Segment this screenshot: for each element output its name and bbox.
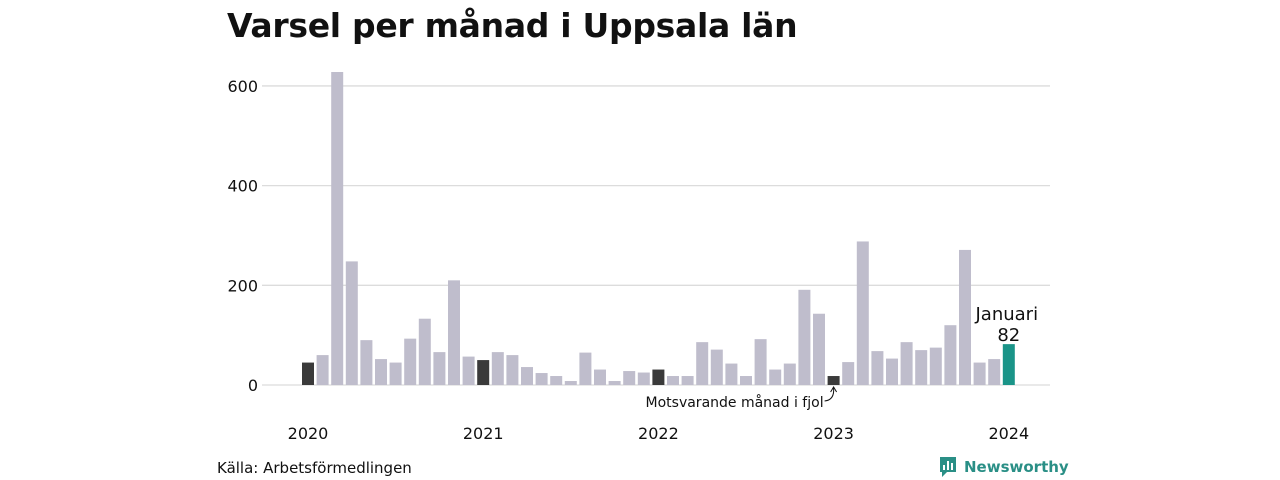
bar-2020-07	[389, 362, 402, 385]
bar-2021-11	[623, 371, 636, 385]
bar-2020-08	[404, 338, 417, 385]
source-note: Källa: Arbetsförmedlingen	[217, 459, 412, 477]
bars	[302, 71, 1015, 385]
gridlines	[262, 85, 1050, 386]
bar-2020-09	[418, 318, 431, 385]
bar-2021-04	[521, 367, 533, 385]
bar-2023-01	[827, 376, 840, 385]
bar-2022-06	[725, 363, 738, 385]
bar-2022-04	[696, 342, 709, 385]
bar-2022-08	[754, 339, 767, 385]
bar-2022-11	[798, 289, 811, 385]
bar-2021-03	[506, 355, 519, 385]
bar-2023-05	[886, 358, 898, 385]
same-month-last-year-label: Motsvarande månad i fjol	[646, 394, 824, 411]
newsworthy-logo: Newsworthy	[938, 456, 1069, 478]
current-month-label: Januari	[975, 304, 1039, 325]
current-month-value-label: 82	[997, 325, 1020, 346]
bar-2020-04	[345, 261, 358, 385]
bar-2020-12	[462, 356, 475, 385]
bar-2023-02	[842, 362, 855, 385]
bar-2020-06	[375, 359, 387, 385]
bar-2022-01	[652, 369, 665, 385]
y-tick-label: 200	[227, 276, 258, 295]
bar-2021-05	[535, 373, 548, 385]
bar-2024-01	[1002, 344, 1015, 385]
bar-2020-10	[433, 352, 446, 385]
bar-2020-05	[360, 340, 373, 385]
bar-2021-09	[594, 369, 606, 385]
bar-chart-speech-bubble-icon	[940, 457, 956, 477]
annotations: Januari 82 Motsvarande månad i fjol	[646, 304, 1039, 411]
bar-2020-11	[448, 280, 460, 385]
x-tick-label: 2024	[988, 424, 1029, 443]
bar-2022-02	[667, 376, 679, 385]
bar-2023-10	[959, 249, 971, 385]
bar-2020-02	[316, 355, 329, 385]
x-tick-label: 2022	[638, 424, 679, 443]
bar-2021-06	[550, 376, 563, 385]
bar-2023-04	[871, 351, 884, 385]
bar-2022-09	[769, 369, 782, 385]
same-month-arrow	[824, 387, 835, 402]
bar-2021-10	[608, 381, 621, 385]
bar-2023-09	[944, 325, 957, 385]
x-tick-label: 2023	[813, 424, 854, 443]
y-tick-label: 0	[248, 376, 258, 395]
same-month-arrowhead	[830, 386, 838, 393]
y-tick-label: 400	[227, 177, 258, 196]
x-tick-label: 2021	[463, 424, 504, 443]
bar-2022-07	[740, 376, 752, 385]
bar-2021-12	[637, 372, 650, 385]
bar-2023-06	[900, 342, 913, 385]
bar-2021-08	[579, 352, 592, 385]
chart-title: Varsel per månad i Uppsala län	[227, 6, 798, 45]
bar-2021-01	[477, 360, 490, 385]
bar-2021-02	[491, 352, 504, 385]
brand-name: Newsworthy	[964, 458, 1069, 476]
bar-2023-11	[973, 362, 986, 385]
bar-2020-01	[302, 362, 314, 385]
bar-2023-08	[929, 347, 942, 385]
bar-2023-12	[988, 359, 1001, 385]
bar-2020-03	[331, 71, 344, 385]
bar-2022-03	[681, 376, 694, 385]
bar-2021-07	[564, 381, 577, 385]
bar-2022-12	[813, 313, 825, 385]
x-tick-label: 2020	[288, 424, 329, 443]
x-axis: 2020 2021 2022 2023 2024	[288, 424, 1030, 443]
bar-2022-05	[710, 349, 723, 385]
bar-2023-07	[915, 350, 928, 385]
y-tick-label: 600	[227, 77, 258, 96]
bar-2022-10	[783, 363, 796, 385]
bar-2023-03	[856, 241, 869, 385]
y-axis: 0 200 400 600	[227, 77, 258, 395]
